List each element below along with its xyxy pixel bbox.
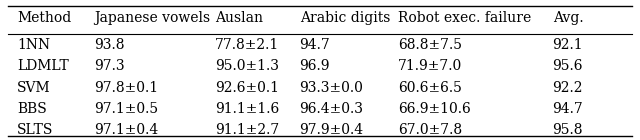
Text: 95.6: 95.6 bbox=[552, 60, 583, 74]
Text: 91.1±1.6: 91.1±1.6 bbox=[215, 102, 279, 116]
Text: 77.8±2.1: 77.8±2.1 bbox=[215, 38, 279, 52]
Text: 96.9: 96.9 bbox=[300, 60, 330, 74]
Text: 95.8: 95.8 bbox=[552, 123, 583, 137]
Text: 93.8: 93.8 bbox=[94, 38, 124, 52]
Text: 97.1±0.5: 97.1±0.5 bbox=[94, 102, 158, 116]
Text: 91.1±2.7: 91.1±2.7 bbox=[215, 123, 279, 137]
Text: 96.4±0.3: 96.4±0.3 bbox=[300, 102, 364, 116]
Text: 66.9±10.6: 66.9±10.6 bbox=[397, 102, 470, 116]
Text: 92.2: 92.2 bbox=[552, 81, 583, 95]
Text: 93.3±0.0: 93.3±0.0 bbox=[300, 81, 364, 95]
Text: 67.0±7.8: 67.0±7.8 bbox=[397, 123, 462, 137]
Text: 60.6±6.5: 60.6±6.5 bbox=[397, 81, 461, 95]
Text: 97.9±0.4: 97.9±0.4 bbox=[300, 123, 364, 137]
Text: 92.1: 92.1 bbox=[552, 38, 583, 52]
Text: Auslan: Auslan bbox=[215, 11, 263, 25]
Text: Arabic digits: Arabic digits bbox=[300, 11, 390, 25]
Text: 95.0±1.3: 95.0±1.3 bbox=[215, 60, 279, 74]
Text: 94.7: 94.7 bbox=[300, 38, 330, 52]
Text: 97.8±0.1: 97.8±0.1 bbox=[94, 81, 158, 95]
Text: SLTS: SLTS bbox=[17, 123, 54, 137]
Text: 92.6±0.1: 92.6±0.1 bbox=[215, 81, 279, 95]
Text: 94.7: 94.7 bbox=[552, 102, 583, 116]
Text: SVM: SVM bbox=[17, 81, 51, 95]
Text: 71.9±7.0: 71.9±7.0 bbox=[397, 60, 462, 74]
Text: 1NN: 1NN bbox=[17, 38, 51, 52]
Text: 97.1±0.4: 97.1±0.4 bbox=[94, 123, 158, 137]
Text: BBS: BBS bbox=[17, 102, 47, 116]
Text: Japanese vowels: Japanese vowels bbox=[94, 11, 210, 25]
Text: Avg.: Avg. bbox=[552, 11, 583, 25]
Text: LDMLT: LDMLT bbox=[17, 60, 69, 74]
Text: 97.3: 97.3 bbox=[94, 60, 124, 74]
Text: 68.8±7.5: 68.8±7.5 bbox=[397, 38, 461, 52]
Text: Method: Method bbox=[17, 11, 72, 25]
Text: Robot exec. failure: Robot exec. failure bbox=[397, 11, 531, 25]
